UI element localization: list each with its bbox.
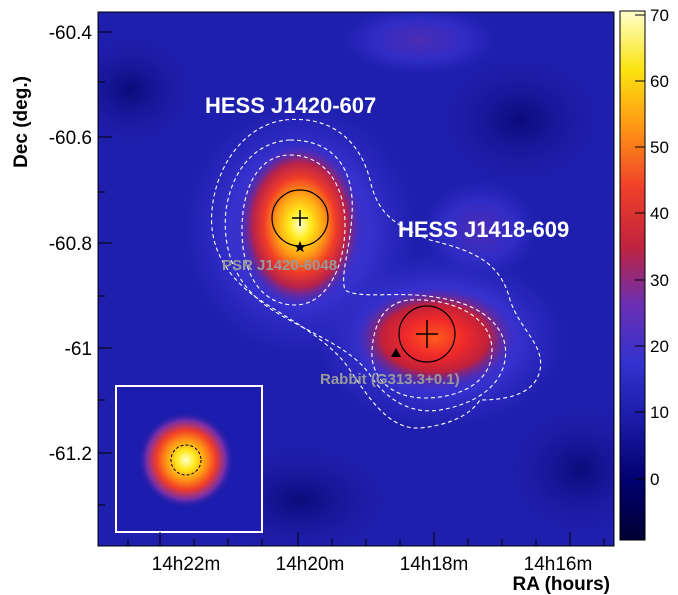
y-axis-title: Dec (deg.) [11,76,32,168]
source-circle [398,305,456,363]
colorbar-label: 50 [650,138,669,157]
colorbar-label: 10 [650,403,669,422]
x-tick-label: 14h20m [276,554,345,575]
x-tick-label: 14h18m [400,554,469,575]
y-tick-label: -61 [65,339,92,360]
psf-blob [138,412,234,508]
y-tick-label: -60.4 [49,23,93,44]
y-axis: -60.4 -60.6 -60.8 -61 -61.2 Dec (deg.) [11,23,112,506]
colorbar-label: 70 [650,6,669,25]
pulsar-star-marker [294,241,306,253]
colorbar-scale [619,10,646,541]
contour-inner-1418 [371,299,493,399]
label-psr-j1420: PSR J1420-6048 [222,257,337,274]
colorbar-label: 40 [650,204,669,223]
source-labels: HESS J1420-607 HESS J1418-609 PSR J1420-… [205,93,569,388]
colorbar-label: 0 [650,470,659,489]
contour-outer [210,118,542,429]
plot-frame [97,11,615,547]
heatmap-area [98,12,614,546]
rabbit-triangle-marker [391,348,401,357]
hotspot-j1418 [353,286,517,390]
label-hess-j1420: HESS J1420-607 [205,93,376,118]
x-axis-title: RA (hours) [513,574,610,595]
x-tick-label: 14h16m [524,554,593,575]
label-rabbit: Rabbit (G313.3+0.1) [320,371,460,388]
dark-patch [500,400,614,540]
label-hess-j1418: HESS J1418-609 [398,217,569,242]
halo-patch [340,12,500,75]
contour-inner-1420 [241,154,346,306]
x-axis: 14h22m 14h20m 14h18m 14h16m RA (hours) [127,532,610,595]
psf-inset [115,385,263,533]
contour-mid [224,139,507,412]
y-tick-label: -60.8 [49,234,92,255]
colorbar-ticks [635,14,645,480]
dark-patch [430,50,610,190]
y-tick-marks [98,31,112,506]
y-tick-label: -60.6 [49,128,92,149]
colorbar: 70 60 50 40 30 20 10 0 [619,6,669,541]
y-tick-label: -61.2 [49,444,92,465]
source-markers [271,189,456,363]
psf-circle [170,444,202,476]
x-tick-label: 14h22m [152,554,221,575]
x-tick-marks [127,532,605,546]
colorbar-label: 30 [650,271,669,290]
halo-patch [420,180,540,280]
dark-patch [98,30,200,150]
significance-contours [210,118,542,429]
colorbar-label: 60 [650,72,669,91]
colorbar-label: 20 [650,337,669,356]
